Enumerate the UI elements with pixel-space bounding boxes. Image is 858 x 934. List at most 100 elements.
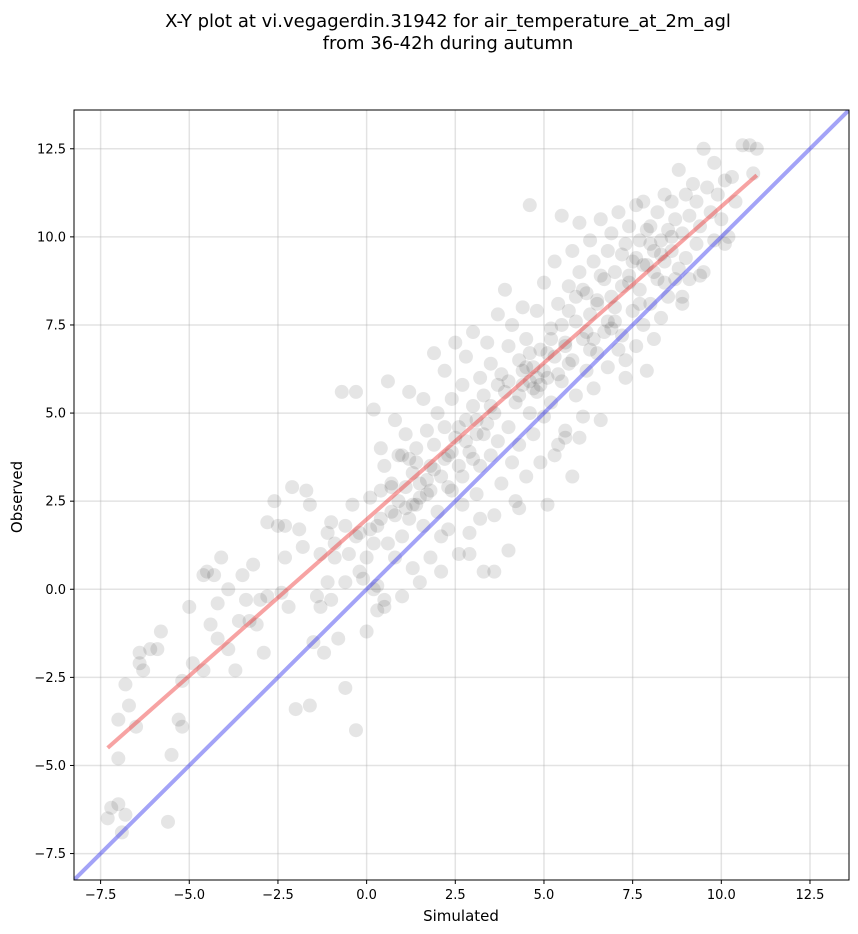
data-point — [196, 663, 211, 678]
data-point — [554, 317, 569, 332]
data-point — [650, 205, 665, 220]
data-point — [207, 568, 222, 583]
data-point — [618, 370, 633, 385]
data-point — [416, 391, 431, 406]
data-point — [678, 251, 693, 266]
data-point — [398, 480, 413, 495]
data-point — [512, 501, 527, 516]
data-point — [214, 550, 229, 565]
data-point — [625, 254, 640, 269]
data-point — [313, 547, 328, 562]
data-point — [387, 508, 402, 523]
data-point — [366, 582, 381, 597]
scatter-points — [100, 138, 764, 840]
x-tick-label: −7.5 — [85, 888, 117, 903]
data-point — [448, 335, 463, 350]
data-point — [568, 289, 583, 304]
data-point — [231, 613, 246, 628]
data-point — [487, 564, 502, 579]
data-point — [451, 458, 466, 473]
data-point — [558, 423, 573, 438]
data-point — [579, 286, 594, 301]
data-point — [210, 631, 225, 646]
data-point — [434, 469, 449, 484]
data-point — [707, 155, 722, 170]
data-point — [622, 268, 637, 283]
data-point — [671, 261, 686, 276]
data-point — [682, 272, 697, 287]
data-point — [696, 141, 711, 156]
data-point — [409, 441, 424, 456]
data-point — [519, 469, 534, 484]
data-point — [458, 434, 473, 449]
data-point — [423, 483, 438, 498]
data-point — [444, 483, 459, 498]
trend-line — [106, 173, 759, 750]
data-point — [618, 236, 633, 251]
data-point — [405, 465, 420, 480]
data-point — [742, 138, 757, 153]
data-point — [547, 254, 562, 269]
data-point — [462, 525, 477, 540]
data-point — [221, 642, 236, 657]
data-point — [519, 332, 534, 347]
data-point — [522, 346, 537, 361]
data-point — [370, 603, 385, 618]
data-point — [299, 483, 314, 498]
chart-subtitle: from 36-42h during autumn — [323, 33, 574, 54]
data-point — [632, 282, 647, 297]
data-point — [639, 363, 654, 378]
data-point — [434, 564, 449, 579]
data-point — [483, 356, 498, 371]
data-point — [710, 187, 725, 202]
data-point — [522, 374, 537, 389]
data-point — [668, 272, 683, 287]
data-point — [583, 233, 598, 248]
data-point — [313, 599, 328, 614]
data-point — [480, 416, 495, 431]
data-point — [572, 215, 587, 230]
data-point — [575, 332, 590, 347]
data-point — [320, 525, 335, 540]
data-point — [111, 797, 126, 812]
data-point — [129, 719, 144, 734]
data-point — [409, 497, 424, 512]
data-point — [586, 254, 601, 269]
data-point — [689, 194, 704, 209]
data-point — [384, 476, 399, 491]
data-point — [153, 624, 168, 639]
data-point — [551, 296, 566, 311]
data-point — [572, 430, 587, 445]
data-point — [320, 575, 335, 590]
data-point — [561, 279, 576, 294]
data-point — [228, 663, 243, 678]
data-point — [533, 377, 548, 392]
data-point — [427, 346, 442, 361]
grid — [74, 110, 849, 880]
y-tick-label: 5.0 — [45, 407, 66, 422]
data-point — [682, 208, 697, 223]
data-point — [458, 349, 473, 364]
data-point — [654, 310, 669, 325]
data-point — [554, 374, 569, 389]
data-point — [366, 402, 381, 417]
data-point — [384, 480, 399, 495]
data-point — [749, 141, 764, 156]
x-tick-label: −2.5 — [262, 888, 294, 903]
data-point — [398, 427, 413, 442]
data-point — [476, 388, 491, 403]
data-point — [572, 265, 587, 280]
data-point — [614, 328, 629, 343]
data-point — [239, 592, 254, 607]
data-point — [352, 525, 367, 540]
data-point — [675, 296, 690, 311]
data-point — [675, 226, 690, 241]
data-point — [175, 719, 190, 734]
data-point — [412, 575, 427, 590]
data-point — [565, 243, 580, 258]
data-point — [600, 360, 615, 375]
data-point — [597, 325, 612, 340]
data-point — [437, 363, 452, 378]
data-point — [288, 702, 303, 717]
data-point — [643, 219, 658, 234]
